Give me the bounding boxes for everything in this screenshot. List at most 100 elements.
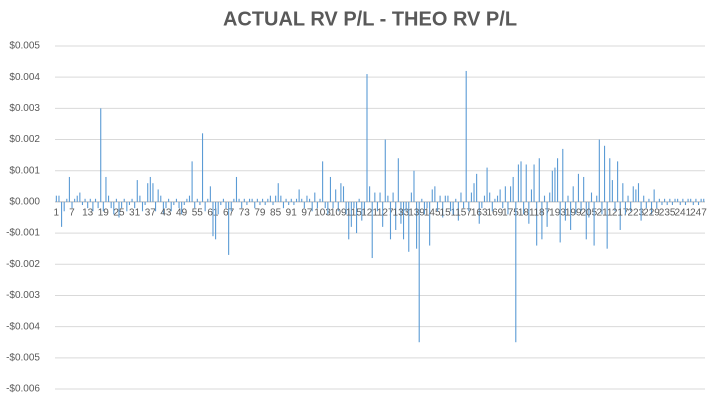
bar [188,195,191,202]
bar [89,198,91,202]
bar [345,201,347,215]
bar [648,198,650,202]
x-tick-label: 181 [518,208,535,219]
bar [342,186,345,202]
x-tick-label: 163 [471,208,488,219]
bar [635,189,637,202]
x-tick-label: 67 [223,208,235,219]
bar [585,201,587,240]
bar [703,198,705,202]
bar [684,201,687,206]
x-tick-label: 103 [314,208,331,219]
bar [277,183,279,202]
bar [275,195,277,202]
bar [58,195,60,202]
bar [455,198,457,202]
bar [141,201,144,212]
bar [389,201,392,240]
bar [194,201,196,209]
y-tick-label: $0.004 [9,72,40,83]
bar [499,189,501,202]
bar [366,74,368,202]
x-tick-label: 25 [113,208,125,219]
bar [650,201,653,215]
bar [191,161,193,202]
bar [374,192,376,202]
bar [559,201,561,243]
bar [697,201,700,206]
bar [617,161,619,202]
bar [269,195,271,202]
x-tick-label: 127 [377,208,394,219]
y-tick-label: -$0.001 [6,228,40,239]
y-tick-label: -$0.005 [6,352,40,363]
bar [115,198,117,202]
bar [572,186,574,202]
bar [238,198,240,202]
bar [504,186,506,202]
x-tick-label: 19 [98,208,110,219]
bar [66,198,68,202]
bar [679,201,681,206]
x-tick-label: 217 [612,208,629,219]
bar [627,195,629,202]
bar [507,201,509,215]
bar [144,201,146,206]
bar [272,201,274,206]
bar [196,198,198,202]
bar [110,201,112,209]
bar [436,201,439,212]
bar [502,201,504,209]
bar [575,201,577,215]
bar [606,201,608,249]
bar [421,198,423,202]
bar [609,158,611,202]
x-tick-label: 187 [534,208,551,219]
bar [533,164,535,202]
bar [379,192,381,202]
bar [259,201,261,206]
bar [280,195,282,202]
x-tick-label: 229 [643,208,660,219]
bar [468,201,470,212]
bar [217,201,219,215]
bar [309,198,311,202]
bar [611,180,613,202]
bar [105,176,107,202]
bar [97,201,99,209]
bar [512,176,514,202]
bar [327,201,329,215]
bar [102,201,104,212]
bar [123,198,125,202]
bar [677,198,679,202]
bar [230,201,232,212]
x-tick-label: 241 [674,208,691,219]
bar [222,198,224,202]
bar [632,186,634,202]
bar [400,201,402,224]
bar [551,170,553,202]
bar [530,189,533,202]
bar [118,201,120,218]
bar [264,201,266,206]
bar [147,183,149,202]
bar [674,198,676,202]
bar [157,189,159,202]
bar [79,192,81,202]
bar [225,201,227,209]
bar [376,201,378,212]
bar [316,201,318,209]
bar [204,201,206,212]
bar [442,201,444,218]
bar [593,201,595,246]
bar [700,198,702,202]
bar [175,198,177,202]
bar [562,148,564,202]
bar [580,201,582,212]
bar [243,198,245,202]
x-tick-label: 223 [627,208,644,219]
bar [233,198,235,202]
bar [363,201,365,215]
bar [408,201,410,252]
bar [209,186,211,202]
